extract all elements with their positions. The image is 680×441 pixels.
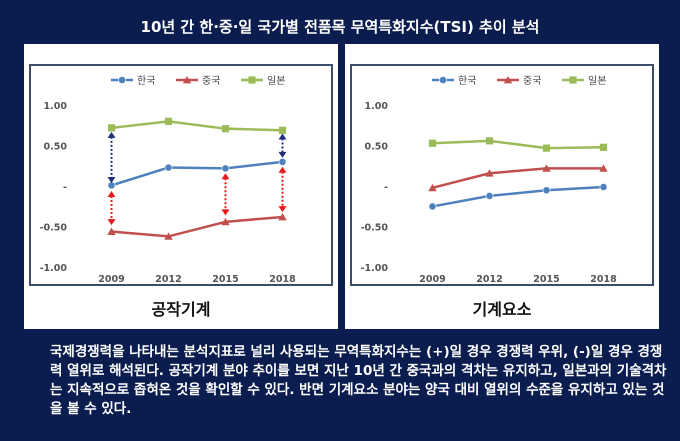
gap-arrow <box>107 191 116 226</box>
series-line <box>432 167 604 190</box>
series-line <box>432 139 604 150</box>
line-chart-machine-elements: 1.00 0.50 - -0.50 -1.00 2009 2012 2015 2018 한국 중국 일… <box>361 75 617 284</box>
y-tick-label: 0.50 <box>365 142 389 153</box>
x-tick-label: 2018 <box>590 274 617 284</box>
data-point <box>107 227 116 235</box>
x-tick-label: 2009 <box>419 274 445 284</box>
legend-label: 중국 <box>202 75 220 87</box>
data-point <box>221 164 230 173</box>
chart-panel-machine-elements: 1.00 0.50 - -0.50 -1.00 2009 2012 2015 2018 한국 중국 일… <box>345 44 659 329</box>
x-tick-label: 2015 <box>212 274 238 284</box>
data-point <box>221 125 230 133</box>
data-point <box>485 192 494 200</box>
x-tick-label: 2012 <box>155 274 181 284</box>
chart-caption: 기계요소 <box>472 300 532 319</box>
gap-arrow <box>278 133 287 158</box>
legend-label: 일본 <box>267 75 285 87</box>
gap-arrow <box>221 173 230 216</box>
y-tick-label: 1.00 <box>365 101 389 112</box>
legend-label: 한국 <box>458 75 476 87</box>
legend-marker <box>118 76 126 84</box>
legend-label: 한국 <box>137 75 155 87</box>
data-point <box>542 186 551 195</box>
data-point <box>542 144 551 152</box>
data-point <box>428 183 437 192</box>
legend-marker <box>439 76 447 84</box>
data-point <box>164 163 173 172</box>
chart-caption: 공작기계 <box>151 300 211 319</box>
y-tick-label: -0.50 <box>40 223 68 234</box>
legend-marker <box>248 76 256 84</box>
legend-marker <box>182 76 192 84</box>
data-point <box>599 143 608 151</box>
data-point <box>107 124 116 132</box>
chart-frame: 1.00 0.50 - -0.50 -1.00 2009 2012 2015 2018 한국 중국 일… <box>29 64 333 286</box>
chart-panel-machine-tools: 1.00 0.50 - -0.50 -1.00 2009 2012 2015 2018 한국 중국 일… <box>24 44 338 329</box>
series-line <box>111 120 283 132</box>
data-point <box>599 164 608 172</box>
series-line <box>111 215 283 238</box>
y-tick-label: -0.50 <box>361 223 389 234</box>
data-point <box>428 202 437 211</box>
data-point <box>278 212 287 221</box>
description-text: 국제경쟁력을 나타내는 분석지표로 널리 사용되는 무역특화지수는 (+)일 경… <box>50 344 667 417</box>
gap-arrow <box>107 131 116 183</box>
gap-arrow <box>278 166 287 213</box>
legend: 한국 중국 일본 <box>432 75 606 87</box>
legend-marker <box>503 76 513 84</box>
legend-marker <box>569 76 577 84</box>
series-line <box>432 185 604 208</box>
x-tick-label: 2015 <box>533 274 559 284</box>
x-tick-label: 2009 <box>98 274 124 284</box>
legend: 한국 중국 일본 <box>111 75 285 87</box>
x-tick-label: 2012 <box>476 274 502 284</box>
legend-label: 중국 <box>523 75 541 87</box>
y-tick-label: -1.00 <box>361 263 389 274</box>
data-point <box>542 164 551 172</box>
data-point <box>164 117 173 125</box>
y-tick-label: - <box>63 182 67 193</box>
data-point <box>599 183 608 191</box>
series-line <box>111 160 283 187</box>
page-title: 10년 간 한·중·일 국가별 전품목 무역특화지수(TSI) 추이 분석 <box>140 18 540 36</box>
x-tick-label: 2018 <box>269 274 296 284</box>
y-tick-label: - <box>384 182 388 193</box>
chart-frame: 1.00 0.50 - -0.50 -1.00 2009 2012 2015 2018 한국 중국 일… <box>350 64 654 286</box>
line-chart-machine-tools: 1.00 0.50 - -0.50 -1.00 2009 2012 2015 2018 한국 중국 일… <box>40 75 296 284</box>
data-point <box>278 126 287 134</box>
data-point <box>164 232 173 240</box>
data-point <box>221 217 230 226</box>
y-tick-label: -1.00 <box>40 263 68 274</box>
data-point <box>278 157 287 166</box>
data-point <box>428 139 437 147</box>
y-tick-label: 1.00 <box>44 101 68 112</box>
data-point <box>485 169 494 177</box>
legend-label: 일본 <box>588 75 606 87</box>
y-tick-label: 0.50 <box>44 142 68 153</box>
data-point <box>485 137 494 145</box>
